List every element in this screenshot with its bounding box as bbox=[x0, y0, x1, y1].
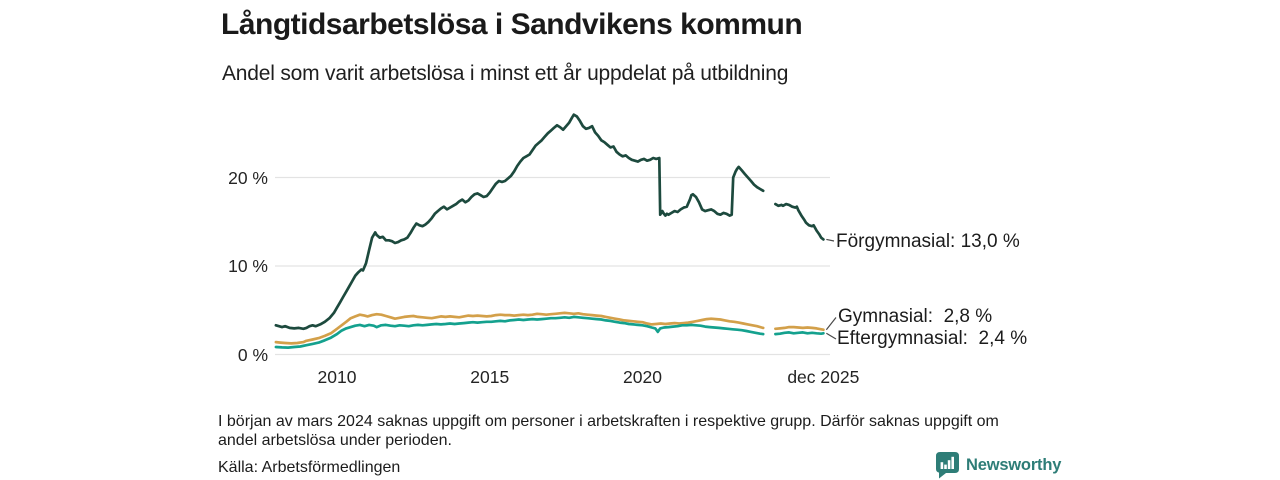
series-line-eftergymnasial bbox=[274, 315, 765, 349]
series-lines bbox=[274, 113, 825, 349]
series-line-eftergymnasial bbox=[774, 331, 825, 336]
newsworthy-logo-icon bbox=[936, 452, 959, 479]
annotation-connector-lines bbox=[825, 238, 837, 340]
series-line-förgymnasial bbox=[774, 202, 825, 241]
y-axis-tick-label: 0 % bbox=[237, 344, 268, 365]
series-line-gymnasial bbox=[774, 325, 825, 332]
newsworthy-logo: Newsworthy bbox=[936, 452, 1061, 479]
y-axis-tick-label: 10 % bbox=[228, 256, 268, 276]
series-annotation-forgymnasial: Förgymnasial: 13,0 % bbox=[836, 231, 1020, 252]
footnote-line-2: andel arbetslösa under perioden. bbox=[218, 431, 452, 449]
x-axis-tick-label: dec 2025 bbox=[787, 367, 860, 387]
footnote-text: I början av mars 2024 saknas uppgift om … bbox=[218, 413, 1058, 450]
series-line-förgymnasial bbox=[274, 113, 765, 331]
chart-subtitle: Andel som varit arbetslösa i minst ett å… bbox=[222, 62, 789, 85]
footnote-line-1: I början av mars 2024 saknas uppgift om … bbox=[218, 413, 999, 430]
gridlines bbox=[275, 176, 830, 356]
page-title: Långtidsarbetslösa i Sandvikens kommun bbox=[221, 8, 803, 41]
x-axis-tick-label: 2015 bbox=[470, 367, 510, 387]
x-axis-tick-label: 2020 bbox=[623, 367, 662, 387]
newsworthy-logo-text: Newsworthy bbox=[966, 456, 1062, 474]
y-axis-tick-label: 20 % bbox=[228, 167, 268, 188]
series-annotation-eftergymnasial: Eftergymnasial: 2,4 % bbox=[837, 328, 1028, 349]
series-line-gymnasial bbox=[274, 311, 765, 345]
series-annotation-gymnasial: Gymnasial: 2,8 % bbox=[838, 306, 993, 327]
source-text: Källa: Arbetsförmedlingen bbox=[218, 459, 401, 476]
x-axis-tick-label: 2010 bbox=[317, 367, 357, 387]
